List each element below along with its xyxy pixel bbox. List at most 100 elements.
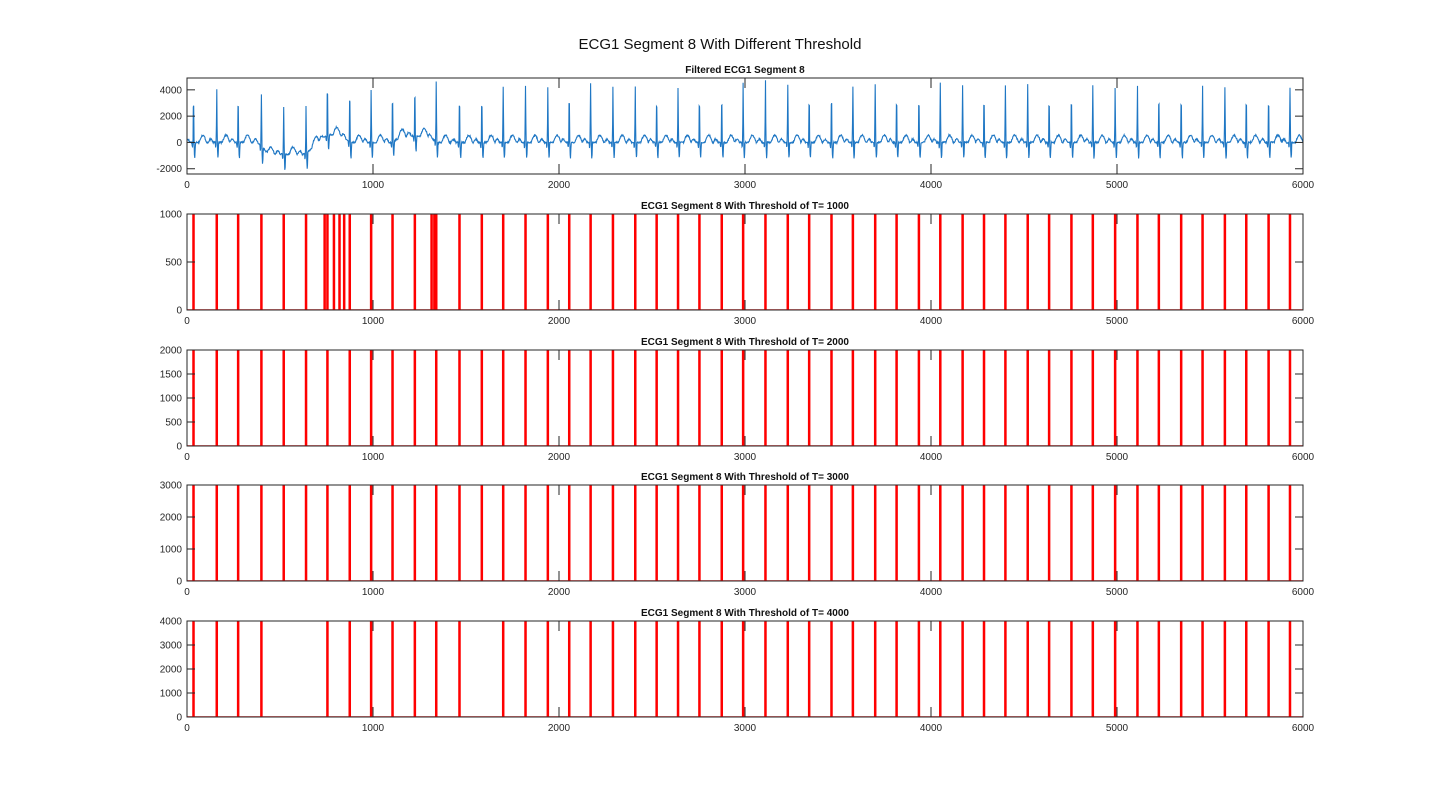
threshold-pulse <box>1267 485 1270 581</box>
threshold-pulse <box>655 621 658 717</box>
x-tick-label: 6000 <box>1292 452 1315 463</box>
threshold-pulse <box>326 485 329 581</box>
threshold-pulse <box>391 485 394 581</box>
threshold-pulse <box>589 350 592 446</box>
threshold-pulse <box>873 485 877 581</box>
threshold-pulse <box>215 214 219 310</box>
threshold-pulse <box>1179 485 1183 581</box>
threshold-pulse <box>1288 485 1292 581</box>
threshold-pulse <box>873 350 877 446</box>
threshold-pulse <box>786 621 790 717</box>
threshold-pulse <box>1245 485 1248 581</box>
threshold-pulse <box>434 621 438 717</box>
threshold-pulse <box>1179 621 1183 717</box>
threshold-pulse <box>501 485 505 581</box>
subplot-title: ECG1 Segment 8 With Threshold of T= 2000 <box>641 337 849 348</box>
plot-data <box>187 621 1303 717</box>
threshold-pulse <box>480 485 484 581</box>
figure-title: ECG1 Segment 8 With Different Threshold <box>578 36 862 53</box>
threshold-pulse <box>895 214 898 310</box>
x-tick-label: 5000 <box>1106 316 1129 327</box>
threshold-pulse <box>741 214 745 310</box>
threshold-pulse <box>939 350 942 446</box>
x-tick-label: 4000 <box>920 452 943 463</box>
x-tick-label: 2000 <box>548 316 571 327</box>
threshold-pulse <box>1113 350 1117 446</box>
threshold-pulse <box>546 485 550 581</box>
threshold-pulse <box>413 485 417 581</box>
threshold-pulse <box>961 350 964 446</box>
threshold-pulse <box>961 485 964 581</box>
threshold-pulse <box>1004 621 1007 717</box>
threshold-pulse <box>1223 485 1227 581</box>
threshold-pulse <box>348 350 352 446</box>
y-tick-label: 3000 <box>160 481 183 492</box>
threshold-pulse <box>430 214 433 310</box>
threshold-pulse <box>501 621 505 717</box>
threshold-pulse <box>611 214 615 310</box>
threshold-pulse <box>720 214 724 310</box>
threshold-pulse <box>720 485 724 581</box>
threshold-pulse <box>458 350 461 446</box>
threshold-pulse <box>786 350 790 446</box>
threshold-pulse <box>676 485 680 581</box>
threshold-pulse <box>326 621 329 717</box>
threshold-pulse <box>236 485 240 581</box>
x-tick-label: 4000 <box>920 180 943 191</box>
threshold-pulse <box>434 485 438 581</box>
axes-box <box>186 213 1304 311</box>
subplot-4: 0 1000 2000 3000 4000 5000 6000 0 1000 2000 3000 EC… <box>160 472 1315 598</box>
threshold-pulse <box>611 485 615 581</box>
threshold-pulse <box>546 214 550 310</box>
threshold-pulse <box>1026 621 1029 717</box>
y-tick-label: 1000 <box>160 394 183 405</box>
plot-data <box>187 485 1303 581</box>
threshold-pulse <box>589 214 592 310</box>
threshold-pulse <box>1070 214 1073 310</box>
threshold-pulse <box>698 485 701 581</box>
y-tick-label: 2000 <box>160 513 183 524</box>
x-tick-label: 0 <box>184 180 190 191</box>
threshold-pulse <box>480 350 484 446</box>
threshold-pulse <box>1026 350 1029 446</box>
x-tick-label: 3000 <box>734 452 757 463</box>
threshold-pulse <box>698 350 701 446</box>
threshold-pulse <box>917 214 921 310</box>
subplot-title: ECG1 Segment 8 With Threshold of T= 3000 <box>641 472 849 483</box>
threshold-pulse <box>698 214 701 310</box>
threshold-pulse <box>939 214 942 310</box>
threshold-pulse <box>215 621 219 717</box>
threshold-pulse <box>567 350 571 446</box>
threshold-pulse <box>326 214 329 310</box>
threshold-pulse <box>873 214 877 310</box>
threshold-pulse <box>655 214 658 310</box>
threshold-pulse <box>982 621 986 717</box>
threshold-pulse <box>720 621 724 717</box>
threshold-pulse <box>1267 350 1270 446</box>
threshold-pulse <box>939 621 942 717</box>
threshold-pulse <box>1136 485 1139 581</box>
threshold-pulse <box>567 214 571 310</box>
threshold-pulse <box>741 350 745 446</box>
x-tick-label: 2000 <box>548 180 571 191</box>
threshold-pulse <box>1004 350 1007 446</box>
threshold-pulse <box>851 485 855 581</box>
subplot-1: 0 1000 2000 3000 4000 5000 6000-2000020004000F… <box>156 65 1314 191</box>
threshold-pulse <box>634 485 637 581</box>
threshold-pulse <box>282 485 285 581</box>
threshold-pulse <box>433 214 436 310</box>
threshold-pulse <box>1201 621 1204 717</box>
threshold-pulse <box>391 214 394 310</box>
threshold-pulse <box>215 350 219 446</box>
threshold-pulse <box>830 214 833 310</box>
threshold-pulse <box>1267 214 1270 310</box>
threshold-pulse <box>982 214 986 310</box>
threshold-pulse <box>961 621 964 717</box>
y-tick-label: 4000 <box>160 617 183 628</box>
threshold-pulse <box>282 214 285 310</box>
y-tick-label: -2000 <box>156 164 182 175</box>
subplot-title: ECG1 Segment 8 With Threshold of T= 4000 <box>641 608 849 619</box>
threshold-pulse <box>830 621 833 717</box>
threshold-pulse <box>895 485 898 581</box>
threshold-pulse <box>458 485 461 581</box>
